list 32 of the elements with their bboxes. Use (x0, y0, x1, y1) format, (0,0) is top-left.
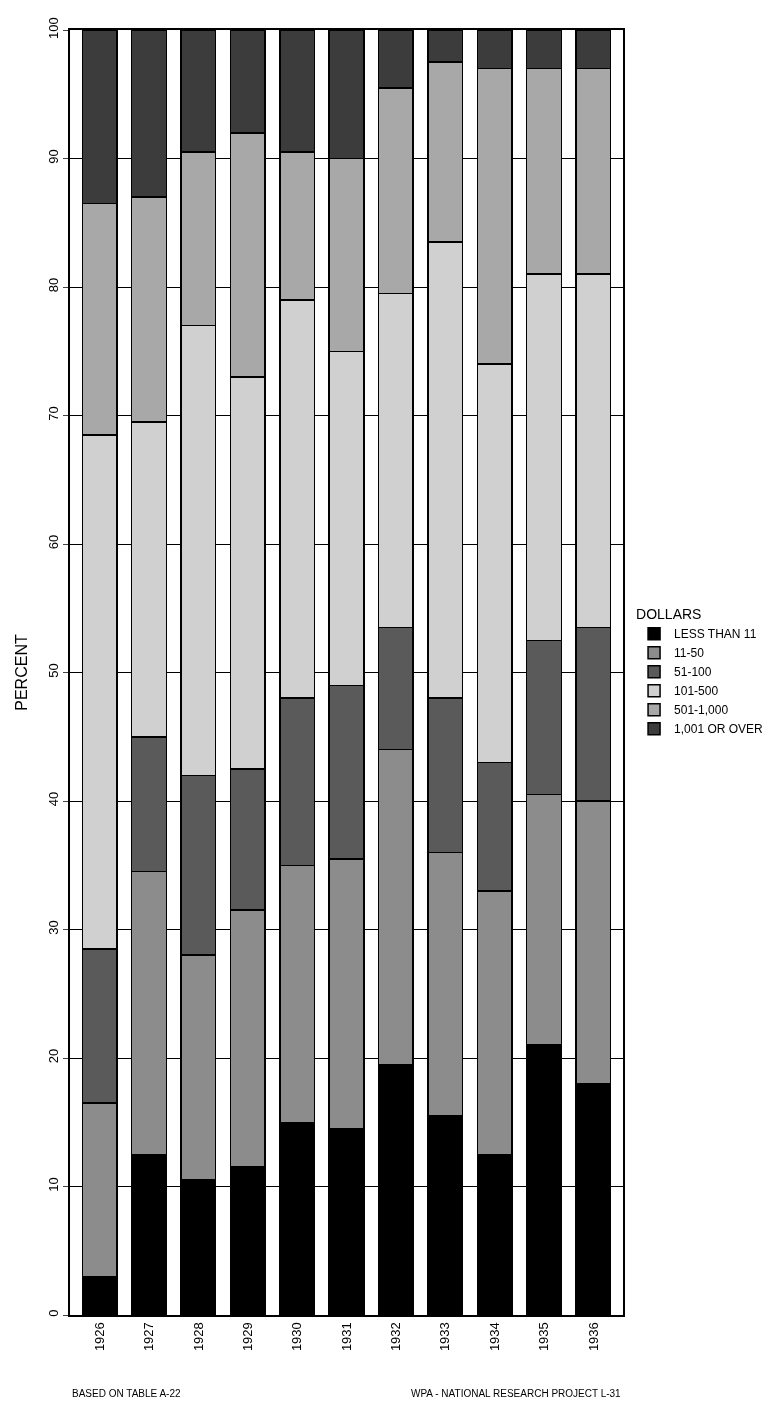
x-tick-label: 1929 (239, 1322, 255, 1352)
legend-label: 11-50 (674, 646, 705, 661)
x-tick-label: 1934 (486, 1322, 502, 1352)
y-tick-label: 70 (45, 406, 61, 421)
x-tick-label: 1933 (437, 1322, 453, 1352)
x-tick-label: 1930 (289, 1322, 305, 1352)
y-tick-label: 100 (45, 17, 61, 39)
y-tick-label: 0 (45, 1309, 61, 1317)
y-tick-label: 20 (45, 1048, 61, 1064)
legend-label: 101-500 (674, 684, 719, 699)
x-tick-label: 1936 (585, 1322, 601, 1352)
y-tick-label: 80 (45, 277, 61, 293)
text: BASED ON TABLE A-22 (72, 1388, 181, 1399)
x-tick-label: 1926 (91, 1322, 107, 1352)
x-tick-label: 1927 (141, 1322, 157, 1352)
y-tick-label: 30 (45, 920, 61, 935)
y-tick-label: 10 (45, 1177, 61, 1192)
y-axis-title: PERCENT (13, 634, 30, 711)
x-tick-label: 1932 (388, 1322, 404, 1352)
legend-label: LESS THAN 11 (674, 627, 757, 642)
legend-label: 51-100 (674, 665, 712, 680)
legend-title: DOLLARS (636, 606, 702, 623)
y-tick-label: 60 (45, 534, 61, 550)
y-tick-label: 40 (45, 791, 61, 807)
x-tick-label: 1931 (338, 1322, 354, 1352)
x-tick-label: 1928 (190, 1322, 206, 1352)
legend-label: 501-1,000 (674, 703, 729, 718)
y-tick-label: 90 (45, 149, 61, 164)
y-tick-label: 50 (45, 663, 61, 678)
x-tick-label: 1935 (536, 1322, 552, 1352)
text: WPA - NATIONAL RESEARCH PROJECT L-31 (411, 1388, 622, 1399)
legend-label: 1,001 OR OVER (674, 722, 764, 737)
